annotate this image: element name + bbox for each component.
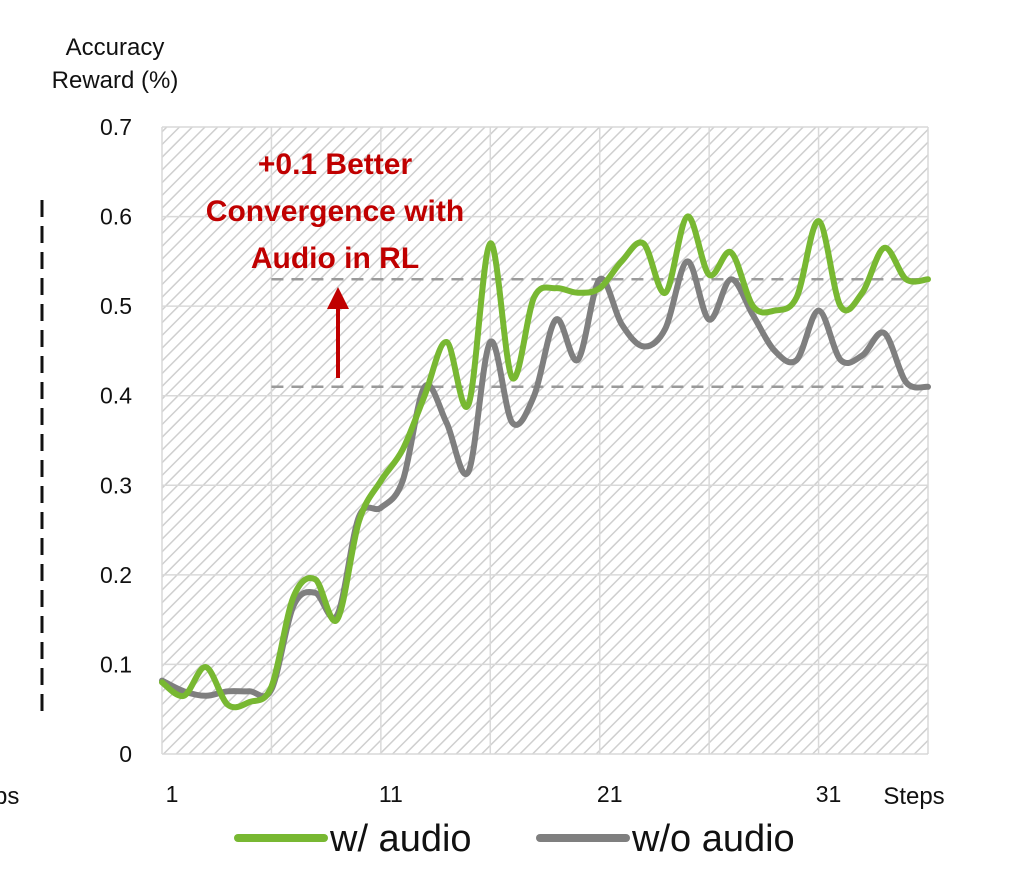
legend-label-with-audio: w/ audio [329, 818, 472, 860]
annotation-line-2: Convergence with [206, 195, 464, 228]
x-tick-labels: 1 11 21 31 [166, 781, 842, 807]
series-lines [159, 213, 931, 711]
y-tick-label: 0.1 [100, 651, 132, 677]
annotation-line-3: Audio in RL [251, 242, 419, 275]
y-tick-label: 0.6 [100, 204, 132, 230]
x-tick-label: 11 [379, 781, 403, 807]
plot-area [162, 127, 928, 754]
annotation-arrow-head [327, 287, 349, 309]
x-axis-title: Steps [883, 783, 944, 810]
y-tick-label: 0.5 [100, 293, 132, 319]
x-tick-label: 1 [166, 781, 179, 807]
grid [161, 126, 929, 755]
series-line-with-audio [159, 213, 931, 711]
left-cut-label: ps [0, 783, 19, 810]
y-tick-labels: 0 0.1 0.2 0.3 0.4 0.5 0.6 0.7 [100, 114, 132, 767]
y-tick-label: 0.7 [100, 114, 132, 140]
y-axis-title-line1: Accuracy [66, 34, 165, 61]
y-tick-label: 0.3 [100, 472, 132, 498]
y-axis-title-line2: Reward (%) [52, 67, 179, 94]
y-tick-label: 0.2 [100, 562, 132, 588]
annotation-line-1: +0.1 Better [258, 148, 413, 181]
y-tick-label: 0.4 [100, 383, 132, 409]
x-tick-label: 31 [816, 781, 842, 807]
legend-label-without-audio: w/o audio [631, 818, 795, 860]
y-tick-label: 0 [119, 741, 132, 767]
x-tick-label: 21 [597, 781, 623, 807]
legend: w/ audio w/o audio [234, 818, 795, 860]
